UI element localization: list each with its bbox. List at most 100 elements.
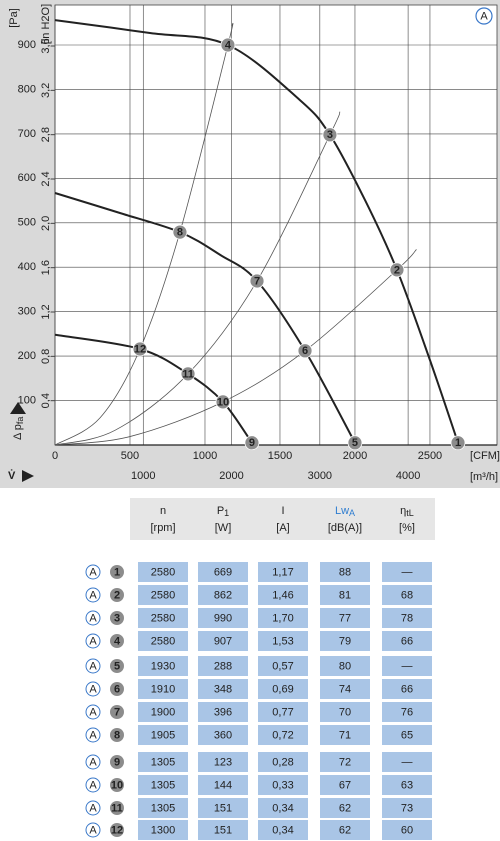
table-cell — [198, 820, 248, 840]
x2-axis-label: [m³/h] — [470, 471, 498, 483]
operating-point-label: 9 — [249, 437, 255, 449]
y2-tick-label: 1,6 — [40, 260, 52, 275]
operating-point — [180, 366, 196, 382]
column-unit: [W] — [215, 522, 232, 534]
table-cell — [138, 752, 188, 772]
curve-badge-label: A — [89, 706, 97, 718]
table-cell-text: 0,72 — [272, 729, 293, 741]
operating-point — [244, 435, 260, 451]
operating-point-label: 11 — [182, 368, 194, 380]
operating-point-label: 6 — [302, 345, 308, 357]
column-header-sub: tL — [406, 508, 414, 518]
curve-badge — [85, 727, 101, 743]
table-cell-text: 2580 — [151, 612, 175, 624]
table-cell-text: 0,33 — [272, 779, 293, 791]
table-cell-text: 62 — [339, 824, 351, 836]
point-badge — [110, 565, 124, 579]
point-badge-label: 12 — [111, 824, 123, 836]
column-header-main: P — [217, 505, 224, 517]
table-cell — [138, 631, 188, 651]
y2-tick-label: 2,4 — [40, 171, 52, 186]
table-cell-text: — — [402, 660, 413, 672]
table-cell — [198, 752, 248, 772]
table-cell-text: 0,34 — [272, 824, 293, 836]
table-cell-text: 68 — [401, 589, 413, 601]
point-badge-label: 6 — [114, 683, 120, 695]
table-cell-text: 88 — [339, 566, 351, 578]
table-cell-text: 288 — [214, 660, 232, 672]
curve-badge-label: A — [89, 683, 97, 695]
table-cell — [138, 562, 188, 582]
column-unit: [A] — [276, 522, 289, 534]
curve-badge-label: A — [89, 779, 97, 791]
y-tick-label: 200 — [18, 350, 36, 362]
table-cell-text: 1900 — [151, 706, 175, 718]
point-badge — [110, 611, 124, 625]
table-cell-text: 348 — [214, 683, 232, 695]
table-cell — [382, 820, 432, 840]
operating-point — [132, 341, 148, 357]
column-unit: [rpm] — [150, 522, 175, 534]
table-cell-text: 1305 — [151, 756, 175, 768]
curve-badge-label: A — [89, 635, 97, 647]
point-badge-label: 7 — [114, 706, 120, 718]
table-cell — [382, 775, 432, 795]
x2-tick-label: 3000 — [308, 470, 332, 482]
y2-tick-label: 1,2 — [40, 304, 52, 319]
x-tick-label: 2000 — [343, 450, 367, 462]
curve-badge-label: A — [89, 612, 97, 624]
x2-tick-label: 4000 — [396, 470, 420, 482]
table-cell-text: 77 — [339, 612, 351, 624]
operating-point — [347, 435, 363, 451]
curve-badge-label: A — [89, 589, 97, 601]
x2-tick-label: 1000 — [131, 470, 155, 482]
table-cell-text: 67 — [339, 779, 351, 791]
column-header-main: n — [160, 505, 166, 517]
operating-point — [249, 273, 265, 289]
curve-badge — [85, 800, 101, 816]
table-cell-text: 0,34 — [272, 802, 293, 814]
table-cell-text: — — [402, 756, 413, 768]
y-axis-title-sub: fa — [15, 417, 25, 425]
table-cell-text: 66 — [401, 683, 413, 695]
table-cell — [258, 752, 308, 772]
table-cell — [258, 585, 308, 605]
table-cell-text: 79 — [339, 635, 351, 647]
curve-badge — [85, 564, 101, 580]
point-badge-label: 5 — [114, 660, 120, 672]
point-badge-label: 10 — [111, 779, 123, 791]
badge-circle — [475, 7, 493, 25]
operating-point-label: 7 — [254, 275, 260, 287]
x-tick-label: 500 — [121, 450, 139, 462]
x2-tick-label: 2000 — [219, 470, 243, 482]
y2-tick-label: 2,8 — [40, 127, 52, 142]
operating-point-label: 12 — [134, 343, 146, 355]
table-cell — [320, 656, 370, 676]
y2-tick-label: 0,8 — [40, 349, 52, 364]
table-cell — [320, 752, 370, 772]
operating-point — [220, 37, 236, 53]
operating-point — [450, 435, 466, 451]
operating-point-label: 1 — [455, 437, 461, 449]
table-cell-text: 1305 — [151, 802, 175, 814]
table-cell-text: 2580 — [151, 589, 175, 601]
column-header-main: I — [281, 505, 284, 517]
operating-point — [297, 343, 313, 359]
table-cell-text: 0,77 — [272, 706, 293, 718]
point-badge-label: 1 — [114, 566, 120, 578]
column-header: n — [160, 505, 166, 517]
point-badge — [110, 588, 124, 602]
table-cell — [320, 562, 370, 582]
point-badge-label: 2 — [114, 589, 120, 601]
column-header-main: Lw — [335, 505, 349, 517]
table-cell-text: 1,70 — [272, 612, 293, 624]
operating-point-label: 4 — [225, 39, 232, 51]
table-cell — [198, 608, 248, 628]
curve-badge — [85, 822, 101, 838]
y-tick-label: 800 — [18, 83, 36, 95]
column-header-sub: 1 — [224, 508, 229, 518]
table-cell — [258, 820, 308, 840]
operating-point-label: 10 — [217, 396, 229, 408]
table-cell-text: 1300 — [151, 824, 175, 836]
